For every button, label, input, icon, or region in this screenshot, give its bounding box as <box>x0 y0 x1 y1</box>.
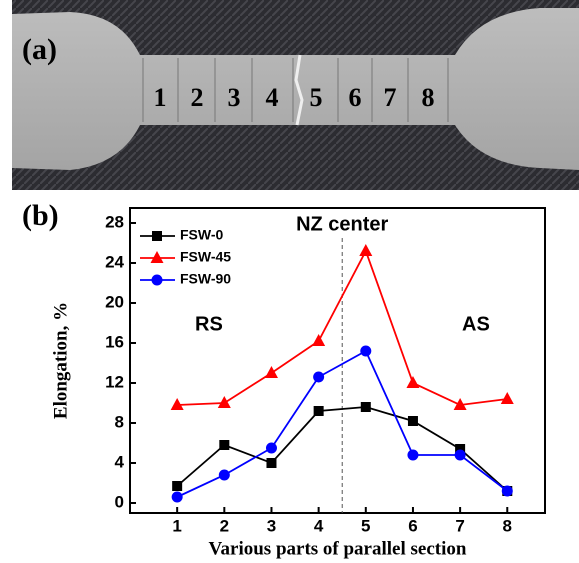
annotation: AS <box>462 313 490 335</box>
y-tick-label: 0 <box>115 492 124 511</box>
section-label: 7 <box>384 83 397 112</box>
series-line <box>176 349 508 498</box>
y-tick-label: 8 <box>115 412 124 431</box>
marker <box>313 371 325 383</box>
x-tick-label: 2 <box>220 516 229 535</box>
y-tick-label: 20 <box>105 292 124 311</box>
y-tick-label: 24 <box>105 252 124 271</box>
panel-label: (a) <box>22 33 57 66</box>
section-lines <box>142 58 449 122</box>
marker <box>407 416 418 426</box>
section-label: 2 <box>191 83 204 112</box>
legend-label: FSW-0 <box>180 227 223 243</box>
plot-frame <box>129 207 546 514</box>
section-label: 4 <box>266 83 279 112</box>
marker <box>359 244 373 256</box>
marker <box>501 485 513 497</box>
marker <box>264 366 278 378</box>
y-tick-label: 28 <box>105 212 124 231</box>
y-tick-label: 12 <box>105 372 124 391</box>
y-axis-label: Elongation, % <box>50 302 71 419</box>
x-tick-label: 4 <box>314 516 324 535</box>
x-tick-label: 7 <box>455 516 464 535</box>
marker <box>313 406 324 416</box>
marker <box>406 376 420 388</box>
specimen <box>12 8 579 170</box>
marker <box>219 440 230 450</box>
marker <box>360 345 372 357</box>
legend-marker <box>151 274 163 286</box>
section-label: 8 <box>422 83 435 112</box>
marker <box>454 449 466 461</box>
marker <box>312 334 326 346</box>
marker <box>500 392 514 404</box>
marker <box>360 402 371 412</box>
legend-marker <box>152 231 162 241</box>
x-tick-label: 1 <box>172 516 181 535</box>
section-label: 5 <box>310 83 323 112</box>
y-tick-label: 4 <box>115 452 125 471</box>
marker <box>453 398 467 410</box>
panel-label: (b) <box>22 199 59 232</box>
marker <box>265 442 277 454</box>
chart: (b) Various parts of parallel section Elon… <box>22 199 546 559</box>
x-tick-label: 8 <box>503 516 512 535</box>
marker <box>407 449 419 461</box>
section-label: 1 <box>154 83 167 112</box>
series-line <box>177 248 508 406</box>
legend-label: FSW-90 <box>180 271 231 287</box>
x-axis-label: Various parts of parallel section <box>209 538 467 559</box>
marker <box>266 458 277 468</box>
x-tick-label: 5 <box>361 516 370 535</box>
marker <box>217 396 231 408</box>
x-tick-label: 6 <box>408 516 417 535</box>
y-tick-label: 16 <box>105 332 124 351</box>
annotation: NZ center <box>296 213 388 235</box>
marker <box>218 469 230 481</box>
marker <box>170 398 184 410</box>
x-tick-label: 3 <box>267 516 276 535</box>
marker <box>172 481 183 491</box>
legend-marker <box>150 251 164 263</box>
marker <box>455 444 466 454</box>
section-label: 3 <box>228 83 241 112</box>
crack <box>294 54 304 126</box>
series-line <box>176 406 508 492</box>
legend-label: FSW-45 <box>180 249 231 265</box>
section-label: 6 <box>349 83 362 112</box>
marker <box>171 491 183 503</box>
annotation: RS <box>195 313 223 335</box>
